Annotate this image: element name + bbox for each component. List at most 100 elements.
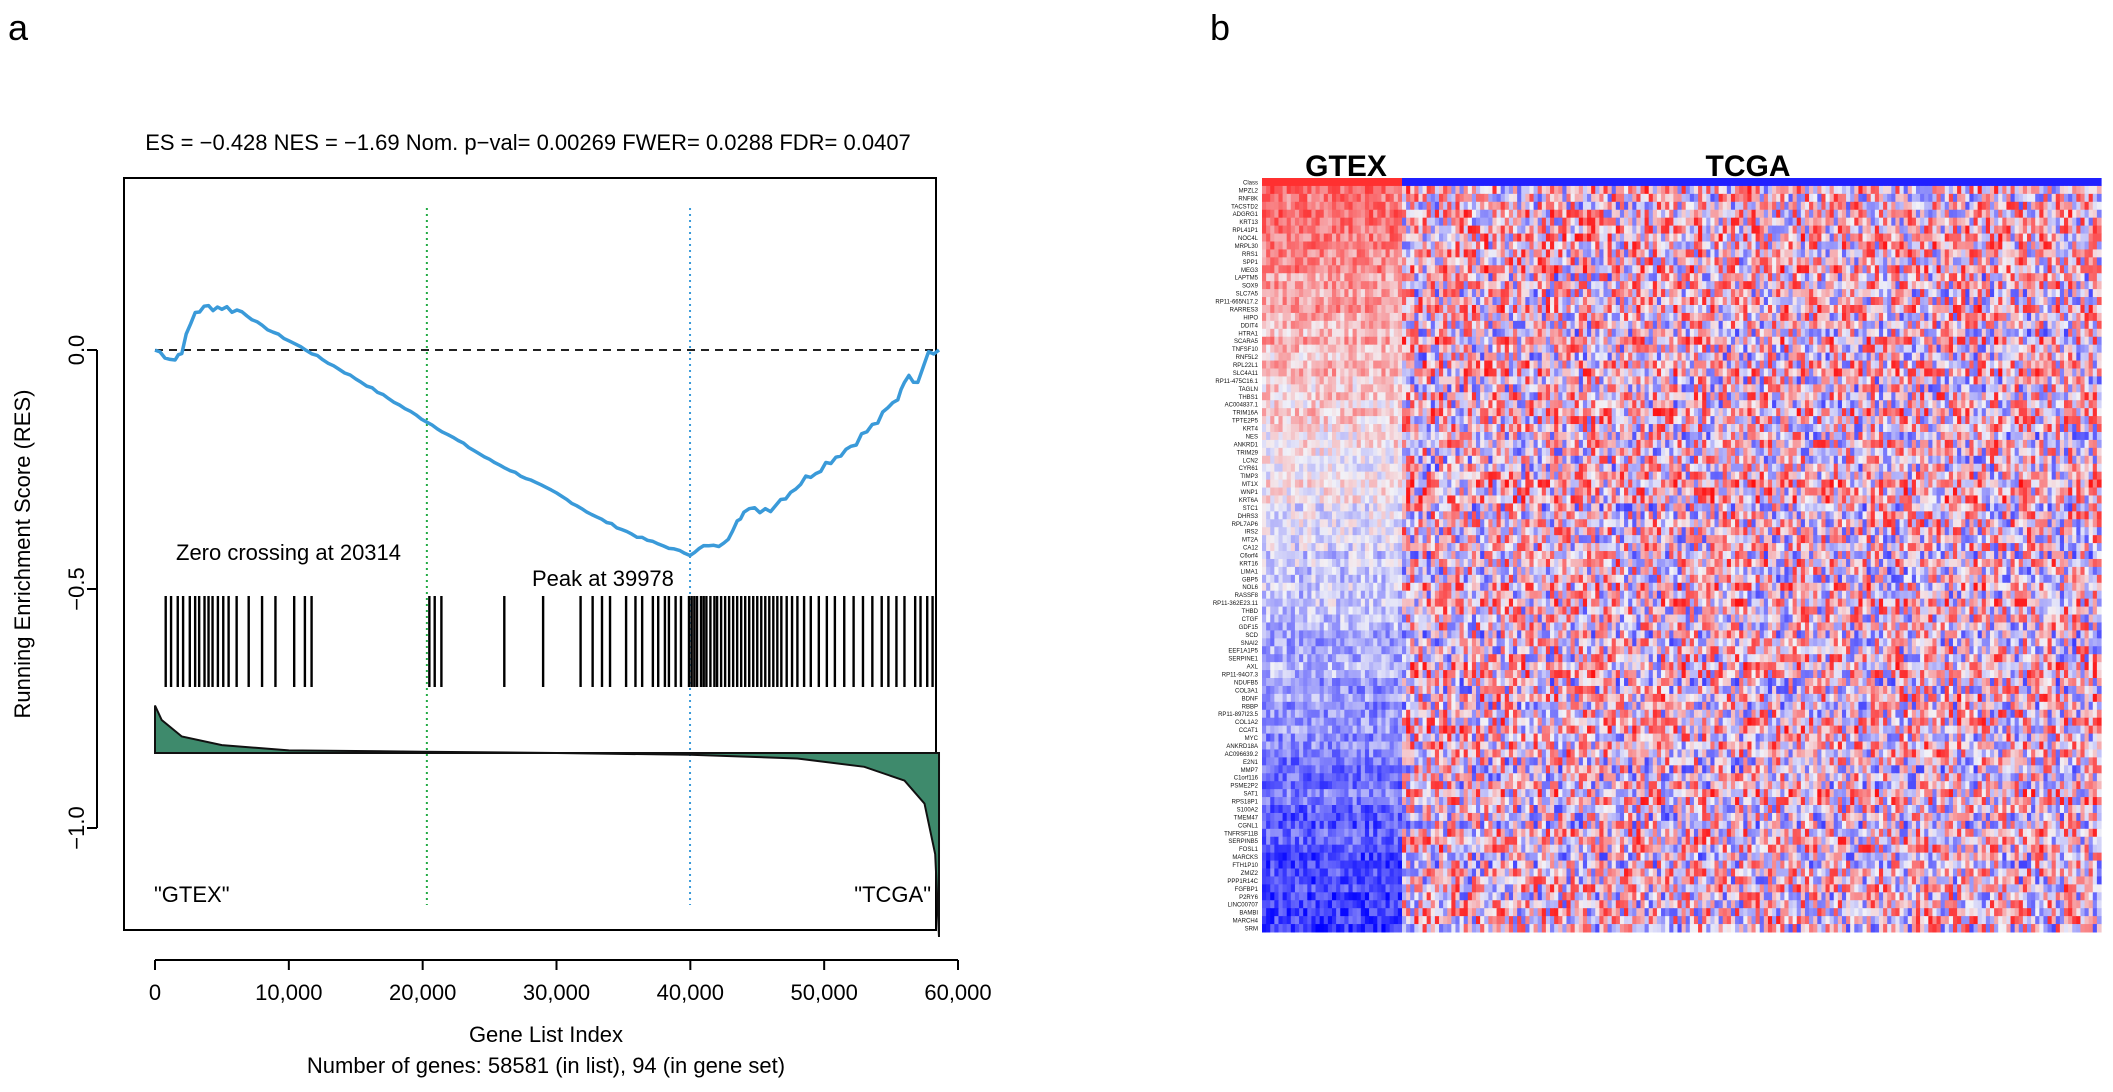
heatmap-cell xyxy=(1841,201,1847,211)
heatmap-cell xyxy=(2014,312,2020,322)
heatmap-cell xyxy=(1792,249,1798,258)
heatmap-cell xyxy=(1632,217,1637,227)
heatmap-cell xyxy=(1488,209,1494,219)
heatmap-cell xyxy=(1981,217,1987,227)
heatmap-cell xyxy=(1981,225,1987,235)
heatmap-cell xyxy=(1661,344,1666,354)
heatmap-cell xyxy=(1673,193,1679,203)
heatmap-cell xyxy=(2002,265,2008,274)
heatmap-cell xyxy=(1813,320,1818,330)
heatmap-cell xyxy=(1780,273,1785,282)
heatmap-cell xyxy=(1862,209,1868,219)
heatmap-cell xyxy=(2026,249,2032,258)
heatmap-cell xyxy=(1685,249,1691,258)
heatmap-cell xyxy=(1722,265,1728,274)
heatmap-cell xyxy=(1352,241,1358,250)
heatmap-cell xyxy=(1887,265,1892,274)
heatmap-cell xyxy=(1554,257,1559,266)
heatmap-cell xyxy=(1360,352,1366,362)
heatmap-cell xyxy=(1574,352,1580,362)
heatmap-cell xyxy=(2055,225,2061,235)
heatmap-cell xyxy=(1554,241,1559,250)
heatmap-cell xyxy=(1578,297,1584,306)
heatmap-cell xyxy=(1603,217,1609,227)
heatmap-cell xyxy=(1846,201,1851,211)
heatmap-cell xyxy=(2010,297,2016,306)
heatmap-cell xyxy=(2002,328,2008,338)
heatmap-cell xyxy=(1360,320,1366,330)
heatmap-cell xyxy=(1402,328,1407,338)
heatmap-cell xyxy=(1969,249,1975,258)
heatmap-cell xyxy=(1689,265,1695,274)
heatmap-cell xyxy=(1360,265,1366,274)
heatmap-cell xyxy=(1920,336,1925,346)
heatmap-cell xyxy=(1599,241,1605,250)
heatmap-cell xyxy=(1525,225,1531,235)
heatmap-cell xyxy=(1414,297,1420,306)
heatmap-cell xyxy=(1669,185,1674,195)
heatmap-cell xyxy=(1545,257,1551,266)
heatmap-cell xyxy=(2031,352,2036,362)
heatmap-cell xyxy=(1467,217,1473,227)
heatmap-cell xyxy=(1632,328,1637,338)
heatmap-cell xyxy=(1989,217,1995,227)
heatmap-cell xyxy=(1517,320,1522,330)
heatmap-cell xyxy=(1541,225,1547,235)
heatmap-cell xyxy=(1439,257,1444,266)
heatmap-cell xyxy=(1726,312,1732,322)
heatmap-cell xyxy=(2006,328,2012,338)
heatmap-cell xyxy=(2096,265,2102,274)
heatmap-cell xyxy=(2014,352,2020,362)
heatmap-cell xyxy=(1508,185,1514,195)
heatmap-cell xyxy=(1402,297,1407,306)
class-bar-cell xyxy=(1319,178,1325,187)
heatmap-cell xyxy=(1439,217,1444,227)
heatmap-cell xyxy=(1562,297,1568,306)
heatmap-cell xyxy=(1624,360,1629,369)
class-bar-cell xyxy=(2022,178,2028,187)
enrichment-plot: ES = −0.428 NES = −1.69 Nom. p−val= 0.00… xyxy=(10,130,992,1078)
heatmap-cell xyxy=(1336,352,1341,362)
heatmap-cell xyxy=(1566,328,1572,338)
heatmap-cell xyxy=(1591,185,1596,195)
heatmap-cell xyxy=(2022,209,2028,219)
heatmap-cell xyxy=(1837,249,1843,258)
heatmap-cell xyxy=(1656,297,1662,306)
heatmap-cell xyxy=(2051,328,2057,338)
heatmap-cell xyxy=(1800,193,1806,203)
heatmap-cell xyxy=(1866,265,1872,274)
heatmap-cell xyxy=(1352,233,1358,242)
heatmap-cell xyxy=(1513,360,1518,369)
heatmap-cell xyxy=(1656,328,1662,338)
heatmap-cell xyxy=(2018,281,2024,290)
heatmap-cell xyxy=(1813,352,1818,362)
heatmap-cell xyxy=(1582,304,1588,314)
heatmap-cell xyxy=(1541,320,1547,330)
heatmap-cell xyxy=(1994,225,1999,235)
heatmap-cell xyxy=(1332,281,1337,290)
heatmap-cell xyxy=(1545,360,1551,369)
heatmap-cell xyxy=(1628,193,1633,203)
heatmap-cell xyxy=(1920,201,1925,211)
heatmap-cell xyxy=(1307,257,1313,266)
heatmap-cell xyxy=(1529,289,1535,298)
heatmap-cell xyxy=(2059,257,2065,266)
heatmap-cell xyxy=(1533,281,1539,290)
heatmap-cell xyxy=(1804,249,1810,258)
heatmap-cell xyxy=(1780,328,1785,338)
heatmap-cell xyxy=(1878,185,1884,195)
heatmap-cell xyxy=(1767,328,1773,338)
heatmap-cell xyxy=(1767,241,1773,250)
heatmap-cell xyxy=(1484,320,1489,330)
heatmap-cell xyxy=(1492,217,1498,227)
heatmap-cell xyxy=(1693,336,1699,346)
class-bar-cell xyxy=(1804,178,1810,187)
heatmap-cell xyxy=(1578,344,1584,354)
heatmap-cell xyxy=(1344,209,1350,219)
heatmap-cell xyxy=(1698,320,1703,330)
heatmap-cell xyxy=(1932,217,1938,227)
heatmap-cell xyxy=(1743,209,1748,219)
heatmap-cell xyxy=(1718,225,1724,235)
heatmap-cell xyxy=(1739,193,1744,203)
heatmap-cell xyxy=(2076,193,2082,203)
